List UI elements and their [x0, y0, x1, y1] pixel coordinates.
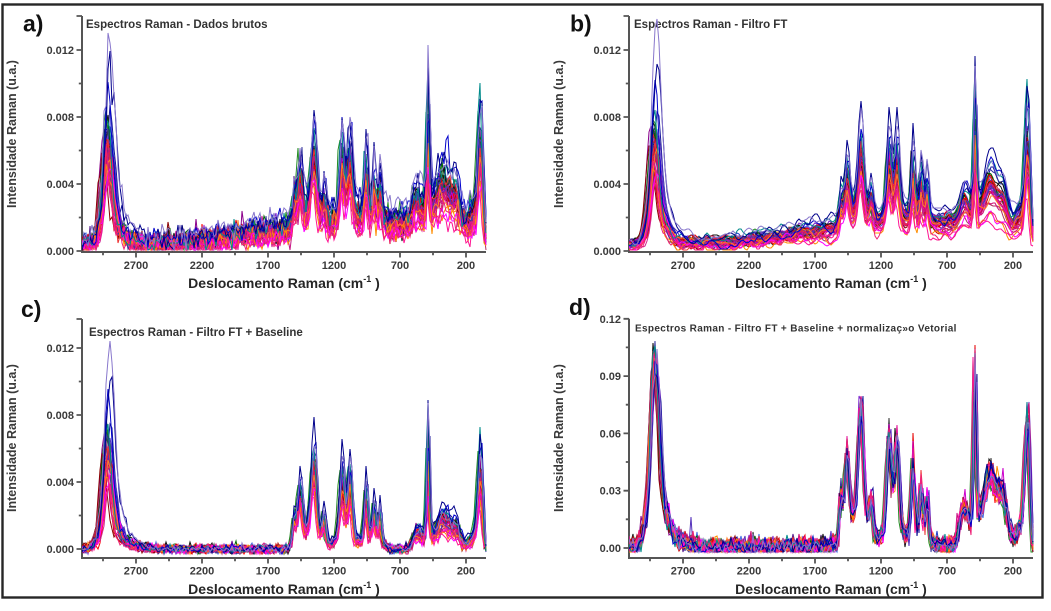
svg-text:Espectros Raman - Filtro FT +: Espectros Raman - Filtro FT + Baseline	[89, 327, 303, 339]
svg-text:Deslocamento Raman (cm-1 ): Deslocamento Raman (cm-1 )	[735, 274, 927, 291]
svg-text:2700: 2700	[124, 566, 148, 578]
svg-text:0.004: 0.004	[46, 179, 74, 191]
svg-text:200: 200	[1004, 260, 1022, 272]
svg-text:0.004: 0.004	[593, 179, 621, 191]
svg-text:1200: 1200	[869, 566, 893, 578]
svg-text:200: 200	[457, 260, 475, 272]
svg-text:700: 700	[938, 260, 956, 272]
svg-text:Espectros Raman - Filtro FT: Espectros Raman - Filtro FT	[634, 19, 787, 31]
svg-text:Deslocamento Raman (cm-1 ): Deslocamento Raman (cm-1 )	[188, 580, 380, 597]
svg-text:0.008: 0.008	[593, 112, 621, 124]
svg-text:1200: 1200	[322, 260, 346, 272]
svg-text:2700: 2700	[671, 566, 695, 578]
svg-text:700: 700	[938, 566, 956, 578]
svg-text:700: 700	[391, 260, 409, 272]
svg-text:0.000: 0.000	[46, 544, 74, 556]
svg-text:0.008: 0.008	[46, 410, 74, 422]
svg-text:1200: 1200	[322, 566, 346, 578]
svg-text:Intensidade Raman (u.a.): Intensidade Raman (u.a.)	[552, 364, 566, 512]
svg-text:1700: 1700	[256, 260, 280, 272]
svg-text:700: 700	[391, 566, 409, 578]
svg-text:0.004: 0.004	[46, 477, 74, 489]
svg-text:0.12: 0.12	[600, 314, 621, 326]
svg-text:0.09: 0.09	[600, 371, 621, 383]
svg-text:200: 200	[1004, 566, 1022, 578]
svg-text:2200: 2200	[737, 566, 761, 578]
svg-text:2700: 2700	[124, 260, 148, 272]
svg-text:0.06: 0.06	[600, 428, 621, 440]
svg-text:0.012: 0.012	[593, 45, 621, 57]
svg-text:Intensidade Raman (u.a.): Intensidade Raman (u.a.)	[5, 60, 19, 208]
svg-text:Intensidade Raman (u.a.): Intensidade Raman (u.a.)	[552, 60, 566, 208]
svg-text:1200: 1200	[869, 260, 893, 272]
svg-text:c): c)	[21, 296, 41, 322]
svg-text:0.012: 0.012	[46, 343, 74, 355]
svg-text:2700: 2700	[671, 260, 695, 272]
svg-text:2200: 2200	[190, 566, 214, 578]
svg-text:0.000: 0.000	[46, 246, 74, 258]
svg-text:Intensidade Raman (u.a.): Intensidade Raman (u.a.)	[5, 364, 19, 512]
svg-text:0.03: 0.03	[600, 486, 621, 498]
svg-text:1700: 1700	[803, 260, 827, 272]
svg-text:a): a)	[23, 11, 43, 37]
svg-text:2200: 2200	[190, 260, 214, 272]
svg-text:0.008: 0.008	[46, 112, 74, 124]
svg-text:200: 200	[457, 566, 475, 578]
svg-text:2200: 2200	[737, 260, 761, 272]
svg-text:Espectros Raman - Filtro FT +: Espectros Raman - Filtro FT + Baseline +…	[635, 324, 957, 335]
svg-text:0.00: 0.00	[600, 543, 621, 555]
svg-text:0.000: 0.000	[593, 246, 621, 258]
svg-text:1700: 1700	[803, 566, 827, 578]
svg-text:Deslocamento Raman (cm-1 ): Deslocamento Raman (cm-1 )	[188, 274, 380, 291]
svg-text:Espectros Raman - Dados brutos: Espectros Raman - Dados brutos	[86, 19, 267, 31]
svg-text:b): b)	[570, 11, 592, 37]
svg-text:0.012: 0.012	[46, 45, 74, 57]
svg-text:Deslocamento Raman (cm-1 ): Deslocamento Raman (cm-1 )	[735, 580, 927, 597]
svg-text:d): d)	[569, 294, 591, 320]
svg-text:1700: 1700	[256, 566, 280, 578]
